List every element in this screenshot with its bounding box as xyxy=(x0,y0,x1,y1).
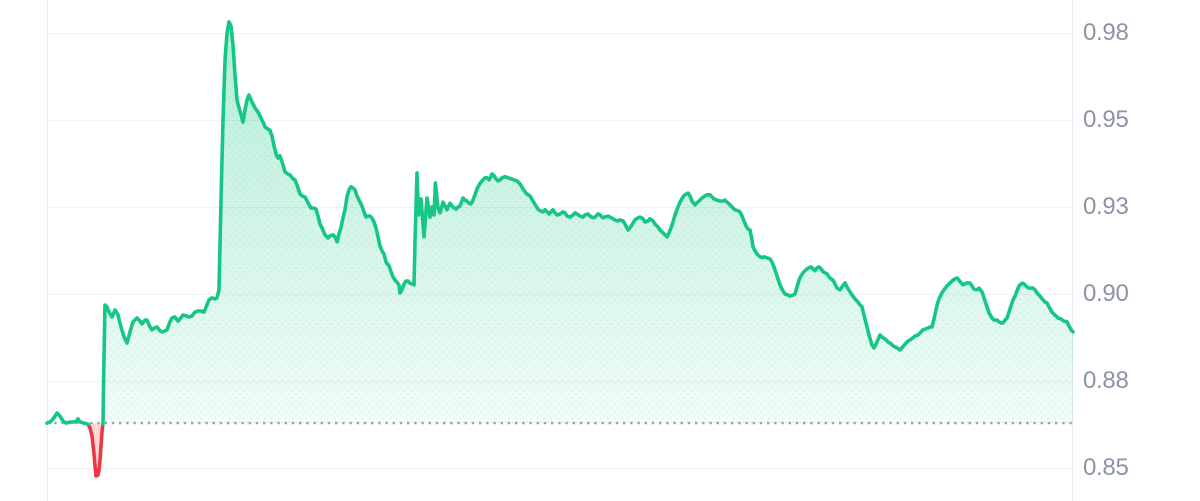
price-line-up xyxy=(45,20,1075,426)
area-fill-dot-texture xyxy=(47,21,1073,424)
